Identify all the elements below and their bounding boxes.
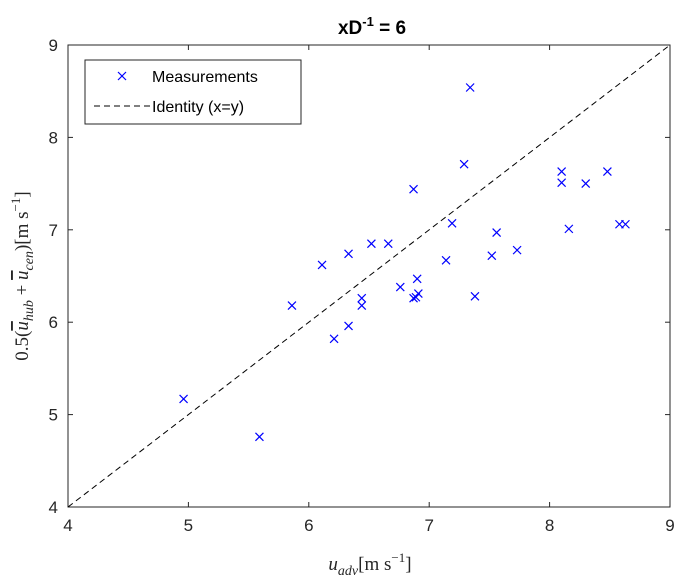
measurement-point bbox=[441, 255, 451, 265]
y-tick-label: 7 bbox=[49, 221, 58, 240]
measurement-point bbox=[564, 224, 574, 234]
x-tick-label: 5 bbox=[184, 516, 193, 535]
measurement-point bbox=[329, 334, 339, 344]
measurement-point bbox=[344, 249, 353, 259]
measurement-point bbox=[366, 239, 376, 249]
measurement-point bbox=[317, 260, 327, 270]
x-axis-label: uadv[m s−1] bbox=[328, 550, 411, 579]
y-tick-label: 8 bbox=[49, 128, 58, 147]
measurement-point bbox=[357, 293, 367, 303]
measurement-point bbox=[557, 178, 567, 188]
x-tick-label: 4 bbox=[63, 516, 72, 535]
measurement-point bbox=[512, 245, 522, 255]
chart-title: xD-1 = 6 bbox=[338, 14, 406, 39]
measurement-point bbox=[447, 218, 457, 228]
x-axis: 4 5 6 7 8 9 bbox=[63, 45, 675, 535]
measurement-point bbox=[412, 274, 422, 284]
measurement-point bbox=[487, 251, 497, 261]
x-tick-label: 6 bbox=[304, 516, 313, 535]
y-tick-label: 9 bbox=[49, 36, 58, 55]
measurement-point bbox=[470, 291, 480, 301]
y-axis-label-group: 0.5(uhub + ucen)[m s−1] bbox=[8, 191, 37, 360]
y-tick-label: 6 bbox=[49, 313, 58, 332]
measurement-point bbox=[287, 301, 297, 310]
legend-label-measurements: Measurements bbox=[152, 69, 258, 86]
legend: Measurements Identity (x=y) bbox=[84, 59, 302, 125]
x-tick-label: 8 bbox=[545, 516, 554, 535]
measurement-point bbox=[409, 184, 418, 194]
identity-line bbox=[67, 44, 671, 508]
measurement-point bbox=[383, 239, 393, 249]
legend-box bbox=[84, 59, 302, 125]
x-tick-label: 9 bbox=[665, 516, 674, 535]
x-tick-label: 7 bbox=[424, 516, 433, 535]
measurement-point bbox=[602, 167, 612, 177]
measurement-point bbox=[465, 83, 475, 92]
measurement-point bbox=[255, 432, 264, 442]
legend-x-marker bbox=[117, 71, 127, 81]
legend-marker-x bbox=[117, 71, 127, 81]
y-axis-label: 0.5(uhub + ucen)[m s−1] bbox=[8, 191, 37, 360]
y-axis: 4 5 6 7 8 9 bbox=[49, 36, 670, 517]
measurements-layer bbox=[179, 83, 630, 442]
identity-line-layer bbox=[67, 44, 671, 508]
y-tick-label: 5 bbox=[49, 406, 58, 425]
measurement-point bbox=[357, 301, 367, 310]
y-tick-label: 4 bbox=[49, 498, 58, 517]
measurement-point bbox=[413, 289, 423, 298]
measurement-point bbox=[344, 321, 353, 331]
measurement-point bbox=[459, 159, 469, 169]
measurement-point bbox=[179, 394, 189, 404]
measurement-point bbox=[557, 167, 567, 177]
measurement-point bbox=[395, 282, 405, 292]
measurement-point bbox=[492, 228, 502, 237]
measurement-point bbox=[581, 179, 591, 189]
legend-label-identity: Identity (x=y) bbox=[152, 99, 244, 116]
measurement-point bbox=[621, 219, 630, 229]
